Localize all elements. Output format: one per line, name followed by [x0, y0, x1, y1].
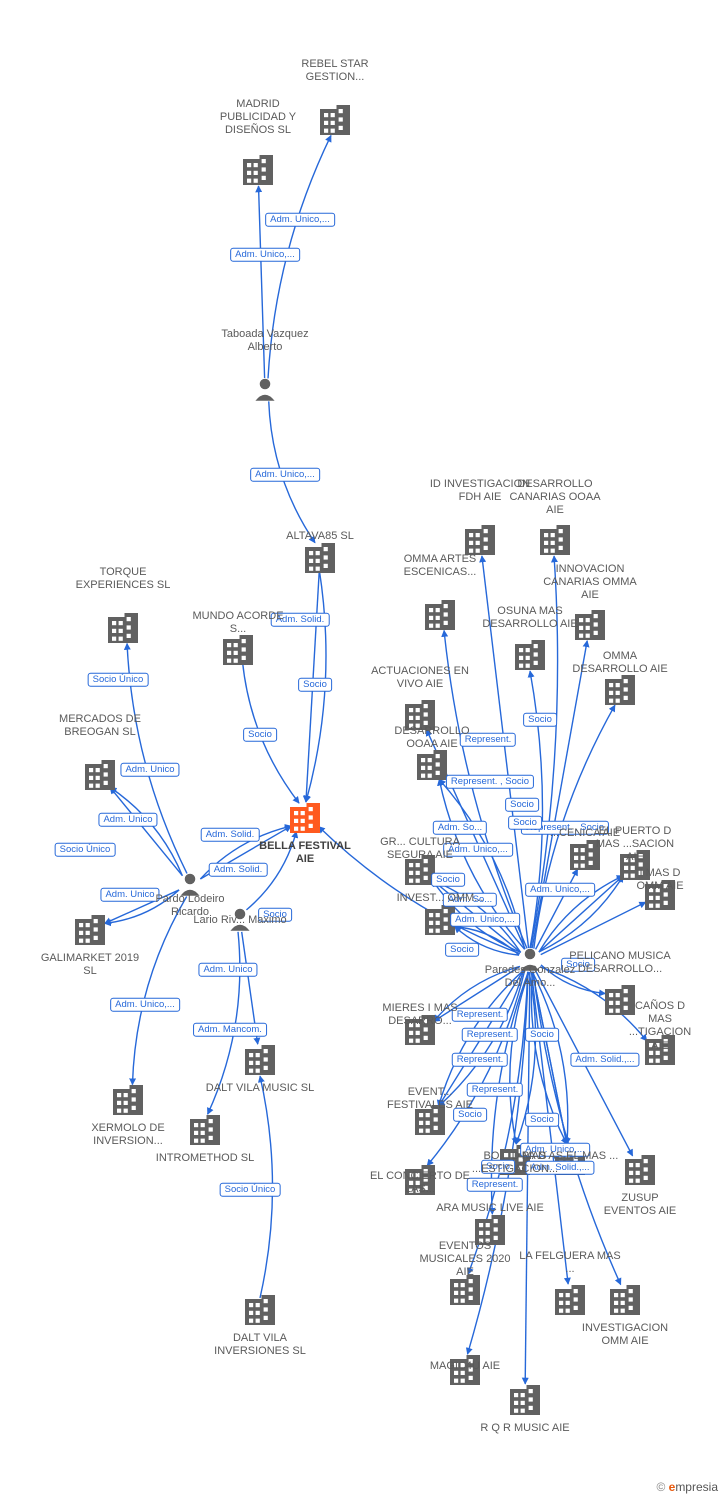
company-icon[interactable] — [405, 855, 435, 885]
edge — [268, 135, 331, 378]
company-icon[interactable] — [245, 1295, 275, 1325]
company-icon[interactable] — [85, 760, 115, 790]
company-icon[interactable] — [555, 1145, 585, 1175]
edge — [482, 556, 529, 948]
company-icon[interactable] — [570, 840, 600, 870]
company-icon[interactable] — [620, 850, 650, 880]
edge — [269, 401, 315, 542]
company-icon[interactable] — [475, 1215, 505, 1245]
company-icon[interactable] — [450, 1275, 480, 1305]
person-icon[interactable] — [180, 874, 199, 896]
company-icon[interactable] — [405, 1015, 435, 1045]
company-icon[interactable] — [605, 985, 635, 1015]
company-icon[interactable] — [610, 1285, 640, 1315]
company-icon-central[interactable] — [290, 803, 320, 833]
edge — [534, 705, 615, 948]
company-icon[interactable] — [223, 635, 253, 665]
company-icon[interactable] — [515, 640, 545, 670]
edge — [110, 787, 182, 875]
company-icon[interactable] — [625, 1155, 655, 1185]
company-icon[interactable] — [75, 915, 105, 945]
edge — [246, 831, 296, 909]
edge — [533, 972, 620, 1285]
edge — [541, 965, 605, 994]
company-icon[interactable] — [645, 1035, 675, 1065]
company-icon[interactable] — [605, 675, 635, 705]
edge — [200, 826, 291, 879]
edge — [242, 932, 258, 1044]
company-icon[interactable] — [405, 700, 435, 730]
company-icon[interactable] — [425, 600, 455, 630]
person-icon[interactable] — [255, 379, 274, 401]
company-icon[interactable] — [540, 525, 570, 555]
graph-canvas — [0, 0, 728, 1500]
edge — [208, 932, 240, 1114]
company-icon[interactable] — [243, 155, 273, 185]
company-icon[interactable] — [245, 1045, 275, 1075]
edge — [319, 827, 520, 954]
company-icon[interactable] — [575, 610, 605, 640]
edge — [531, 972, 568, 1284]
company-icon[interactable] — [500, 1145, 530, 1175]
company-icon[interactable] — [645, 880, 675, 910]
person-icon[interactable] — [230, 909, 249, 931]
footer-copyright: © empresia — [656, 1480, 718, 1494]
edge — [260, 1076, 273, 1298]
company-icon[interactable] — [555, 1285, 585, 1315]
edge — [306, 570, 326, 802]
company-icon[interactable] — [405, 1165, 435, 1195]
edge — [132, 897, 186, 1085]
edge — [259, 186, 265, 378]
company-icon[interactable] — [113, 1085, 143, 1115]
edge — [525, 972, 530, 1384]
company-icon[interactable] — [305, 543, 335, 573]
edge — [242, 661, 299, 803]
company-icon[interactable] — [415, 1105, 445, 1135]
company-icon[interactable] — [465, 525, 495, 555]
company-icon[interactable] — [190, 1115, 220, 1145]
edge — [539, 876, 623, 952]
edge — [105, 890, 179, 924]
person-icon[interactable] — [520, 949, 539, 971]
company-icon[interactable] — [510, 1385, 540, 1415]
company-icon[interactable] — [450, 1355, 480, 1385]
company-icon[interactable] — [108, 613, 138, 643]
company-icon[interactable] — [320, 105, 350, 135]
company-icon[interactable] — [417, 750, 447, 780]
edge — [306, 570, 319, 802]
company-icon[interactable] — [425, 905, 455, 935]
edge — [127, 643, 187, 873]
